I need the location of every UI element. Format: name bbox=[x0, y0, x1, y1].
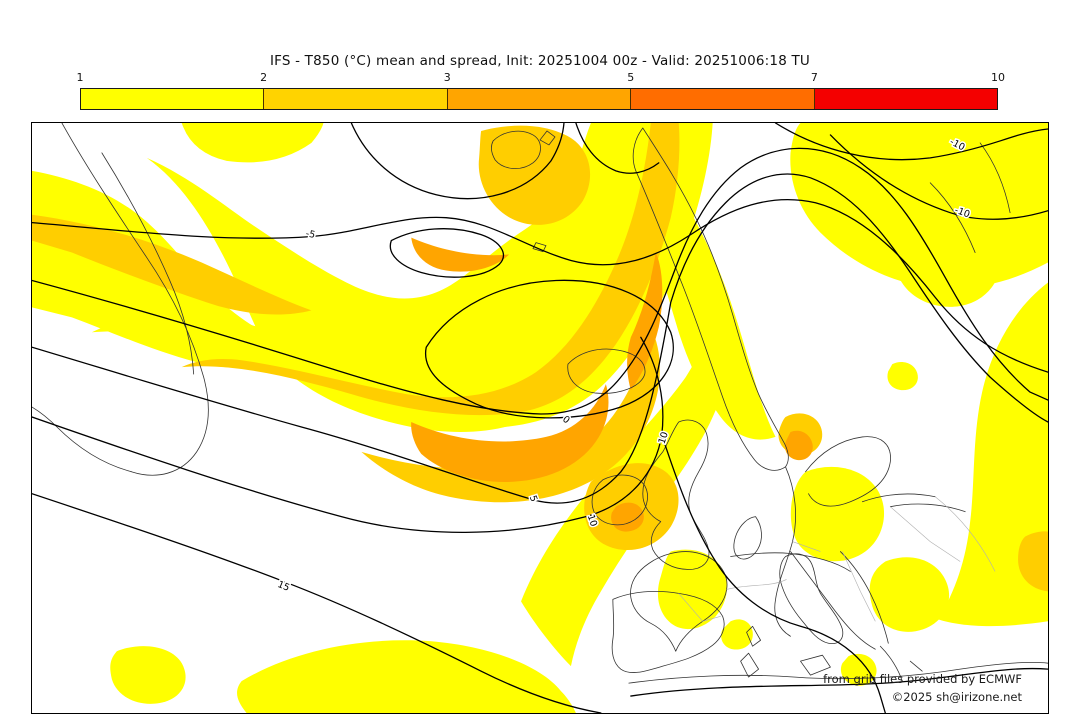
colorbar-segment-1-2 bbox=[81, 89, 265, 109]
credit-ecmwf: from grib files provided by ECMWF bbox=[823, 672, 1022, 686]
map-area: -10 -10 -5 0 5 10 10 15 from grib files provide… bbox=[31, 122, 1049, 714]
contour-label-10: 10 bbox=[585, 513, 599, 528]
colorbar-tick-5: 5 bbox=[627, 71, 635, 84]
colorbar-segment-7-10 bbox=[814, 89, 998, 109]
contour-label--5: -5 bbox=[305, 228, 317, 241]
colorbar-scale bbox=[80, 88, 998, 110]
colorbar-segment-3-5 bbox=[447, 89, 632, 109]
colorbar-tick-10: 10 bbox=[991, 71, 1005, 84]
colorbar-tick-3: 3 bbox=[443, 71, 451, 84]
colorbar-segment-2-3 bbox=[264, 89, 448, 109]
contour-label-0: 0 bbox=[560, 414, 572, 426]
chart-title: IFS - T850 (°C) mean and spread, Init: 2… bbox=[269, 53, 811, 69]
colorbar-segment-5-7 bbox=[631, 89, 815, 109]
spread-colorbar: 1 2 3 5 7 10 bbox=[77, 71, 1005, 110]
coastlines bbox=[32, 123, 1048, 684]
contour-label-10: 10 bbox=[657, 431, 671, 446]
credit-site: ©2025 sh@irizone.net bbox=[891, 690, 1022, 704]
country-borders bbox=[678, 496, 996, 622]
temperature-contours bbox=[32, 123, 1048, 713]
spread-fill-1-2 bbox=[32, 123, 1048, 713]
contour-label-15: 15 bbox=[276, 579, 291, 594]
colorbar-tick-7: 7 bbox=[810, 71, 818, 84]
colorbar-tick-1: 1 bbox=[76, 71, 84, 84]
colorbar-tick-2: 2 bbox=[260, 71, 268, 84]
